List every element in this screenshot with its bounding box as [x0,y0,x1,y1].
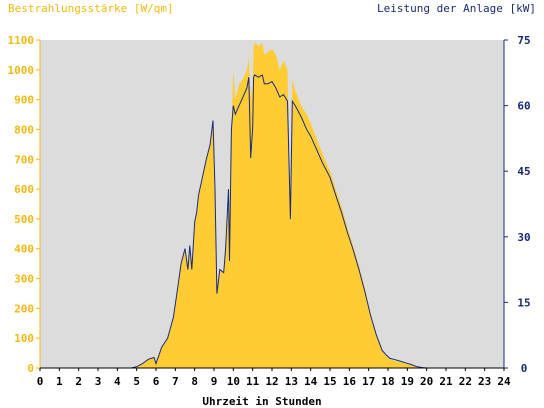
x-tick-label: 2 [75,375,82,388]
left-tick-label: 800 [14,123,34,136]
x-tick-label: 12 [265,375,278,388]
x-tick-label: 18 [381,375,394,388]
x-tick-label: 4 [114,375,121,388]
left-tick-label: 300 [14,273,34,286]
x-tick-label: 13 [285,375,298,388]
x-tick-label: 14 [304,375,318,388]
x-tick-label: 5 [133,375,140,388]
left-tick-label: 400 [14,243,34,256]
x-tick-label: 11 [246,375,260,388]
right-tick-label: 15 [517,296,530,309]
x-tick-label: 20 [420,375,433,388]
x-tick-label: 23 [478,375,491,388]
left-tick-label: 600 [14,183,34,196]
x-tick-label: 1 [56,375,63,388]
x-tick-label: 7 [172,375,179,388]
x-tick-label: 0 [37,375,44,388]
right-axis-ticks: 0 15 30 45 60 75 [504,34,531,375]
left-axis-title: Bestrahlungsstärke [W/qm] [8,2,174,15]
left-axis-ticks: 0 100 200 300 400 500 600 700 800 900 1000 1100 [8,34,40,375]
right-tick-label: 45 [517,165,530,178]
x-tick-label: 9 [211,375,218,388]
right-tick-label: 60 [517,100,530,113]
irradiance-area [40,43,504,368]
x-tick-label: 19 [401,375,414,388]
left-tick-label: 900 [14,94,34,107]
left-tick-label: 1100 [8,34,35,47]
right-tick-label: 75 [517,34,530,47]
x-tick-label: 15 [323,375,336,388]
left-tick-label: 200 [14,302,34,315]
x-tick-label: 21 [439,375,453,388]
x-tick-label: 16 [343,375,357,388]
left-tick-label: 100 [14,332,34,345]
left-tick-label: 500 [14,213,34,226]
x-tick-label: 17 [362,375,375,388]
x-tick-label: 10 [227,375,240,388]
right-tick-label: 30 [517,231,530,244]
left-tick-label: 1000 [8,64,35,77]
x-tick-label: 6 [153,375,160,388]
x-tick-label: 24 [497,375,511,388]
left-tick-label: 0 [27,362,34,375]
x-tick-label: 3 [95,375,102,388]
right-tick-label: 0 [521,362,528,375]
power-line [40,74,504,369]
right-axis-title: Leistung der Anlage [kW] [377,2,536,15]
left-tick-label: 700 [14,153,34,166]
x-axis-label: Uhrzeit in Stunden [202,395,321,408]
x-tick-label: 22 [459,375,472,388]
x-axis-ticks: 0 1 2 3 4 5 6 7 8 9 10 11 12 13 14 15 16 17 18 19 20 21 22 23 24 [37,368,511,388]
x-tick-label: 8 [191,375,198,388]
